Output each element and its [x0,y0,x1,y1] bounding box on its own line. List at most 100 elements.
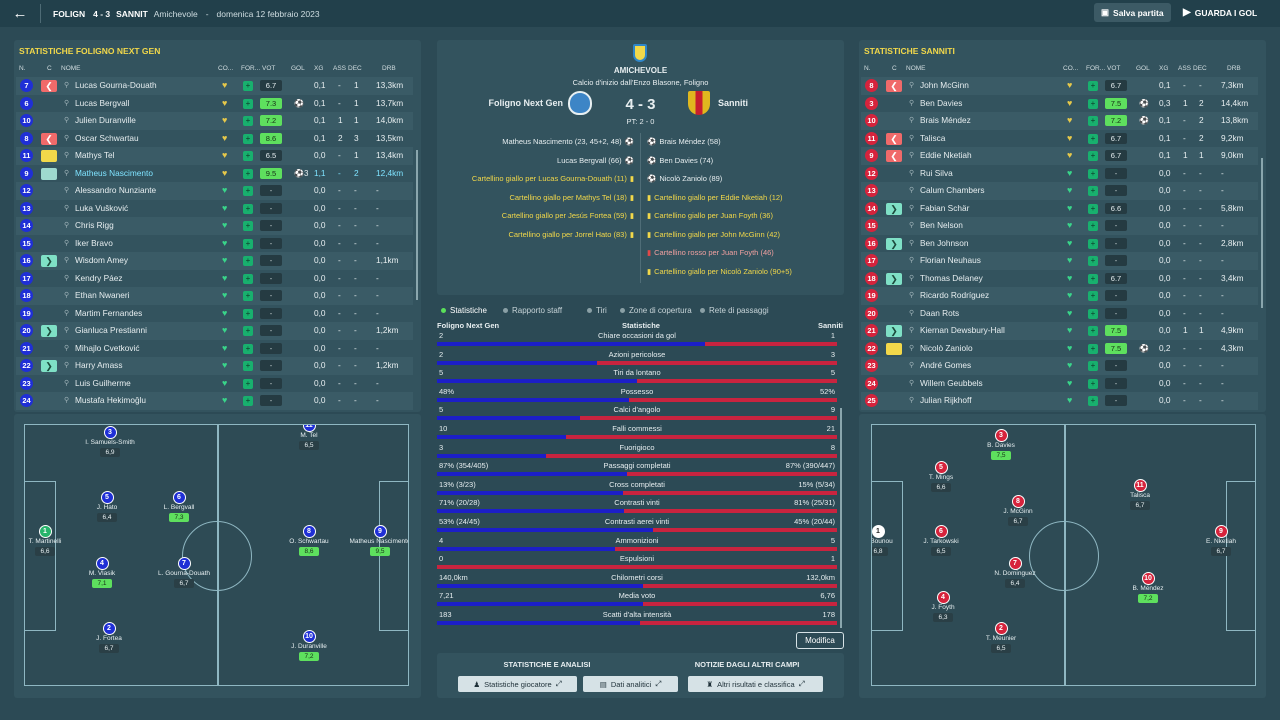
column-header-form[interactable]: FOR... [1086,65,1106,72]
player-row[interactable]: 20 ❯ ⚲ Gianluca Prestianni ♥ + -0,0- -1,2km [16,322,413,340]
player-name[interactable]: Luis Guilherme [75,377,131,388]
column-header-gol[interactable]: GOL [1136,65,1150,72]
other-results-button[interactable]: ♜ Altri risultati e classifica ⤢ [688,676,823,692]
player-name[interactable]: Harry Amass [75,360,123,370]
column-header-xg[interactable]: XG [1159,65,1169,72]
match-event[interactable]: Lucas Bergvall (66) ⚽ [437,152,637,170]
player-name[interactable]: Eddie Nketiah [920,150,972,160]
pitch-player[interactable]: 1 T. Martinelli 6,6 [25,525,77,556]
tab-rapporto-staff[interactable]: Rapporto staff [503,306,562,315]
player-name[interactable]: Rui Silva [920,167,953,178]
pitch-player[interactable]: 5 J. Hato 6,4 [75,491,139,522]
pin-icon[interactable]: ⚲ [909,152,915,159]
player-row[interactable]: 6 ⚲ Lucas Bergvall ♥ +7.3 ⚽ 0,1 - 1 13,7km [16,95,413,113]
player-name[interactable]: Calum Chambers [920,185,985,195]
tab-tiri[interactable]: Tiri [587,306,607,315]
pitch-player[interactable]: 2 T. Meunier 6,5 [969,622,1033,653]
player-row[interactable]: 9 ❮ ⚲ Eddie Nketiah ♥ +6.7 0,1 1 1 9,0km [861,147,1258,165]
player-name[interactable]: Ricardo Rodríguez [920,290,990,300]
player-name[interactable]: Ben Davies [920,97,963,108]
player-name[interactable]: Mathys Tel [75,150,115,160]
column-header-co[interactable]: CO... [218,65,234,72]
tab-rete-di-passaggi[interactable]: Rete di passaggi [700,306,769,315]
player-row[interactable]: 21 ❯ ⚲ Kiernan Dewsbury-Hall ♥ +7.5 0,0 1 1 4,9km [861,322,1258,340]
pin-icon[interactable]: ⚲ [64,379,70,387]
player-row[interactable]: 16 ❯ ⚲ Ben Johnson ♥ + -0,0- -2,8km [861,235,1258,253]
column-header-vot[interactable]: VOT [262,65,276,72]
match-event[interactable]: ▮ Cartellino giallo per John McGinn (42) [644,226,844,244]
column-header-dec[interactable]: DEC [1193,65,1207,72]
pin-icon[interactable]: ⚲ [909,344,915,352]
player-row[interactable]: 17 ⚲ Kendry Páez ♥ + -0,0- - - [16,270,413,288]
player-row[interactable]: 3 ⚲ Ben Davies ♥ +7.5 ⚽ 0,3 1 2 14,4km [861,95,1258,113]
modify-button[interactable]: Modifica [796,632,844,649]
match-event[interactable]: Cartellino giallo per Mathys Tel (18) ▮ [437,189,637,207]
stats-scrollbar[interactable] [840,408,842,628]
player-row[interactable]: 13 ⚲ Calum Chambers ♥ + -0,0- - - [861,182,1258,200]
column-header-dec[interactable]: DEC [348,65,362,72]
pin-icon[interactable]: ⚲ [909,117,915,124]
player-row[interactable]: 11 ❮ ⚲ Talisca ♥ +6.7 0,1 - 2 9,2km [861,130,1258,148]
player-name[interactable]: Ben Nelson [920,220,963,230]
pin-icon[interactable]: ⚲ [64,204,70,212]
pin-icon[interactable]: ⚲ [64,327,70,334]
pin-icon[interactable]: ⚲ [64,292,70,299]
pitch-player[interactable]: 3 B. Davies 7,5 [969,429,1033,460]
match-event[interactable]: ▮ Cartellino giallo per Nicolò Zaniolo (9… [644,263,844,281]
column-header-xg[interactable]: XG [314,65,324,72]
column-header-drb[interactable]: DRB [1227,65,1241,72]
player-name[interactable]: Chris Rigg [75,220,114,230]
pitch-player[interactable]: 8 J. McGinn 6,7 [986,495,1050,526]
scrollbar[interactable] [416,150,418,300]
pitch-player[interactable]: 5 T. Mings 6,6 [909,461,973,492]
match-event[interactable]: ▮ Cartellino giallo per Eddie Nketiah (12… [644,189,844,207]
player-row[interactable]: 24 ⚲ Mustafa Hekimoğlu ♥ + -0,0- - - [16,392,413,410]
player-row[interactable]: 20 ⚲ Daan Rots ♥ + -0,0- - - [861,305,1258,323]
column-header-form[interactable]: FOR... [241,65,261,72]
player-row[interactable]: 8 ❮ ⚲ John McGinn ♥ +6.7 0,1 - - 7,3km [861,77,1258,95]
pitch-player[interactable]: 4 J. Foyth 6,3 [911,591,975,622]
player-name[interactable]: Florian Neuhaus [920,255,981,265]
pin-icon[interactable]: ⚲ [909,187,915,194]
match-event[interactable]: ⚽ Ben Davies (74) [644,152,844,170]
player-name[interactable]: Willem Geubbels [920,377,983,388]
pitch-player[interactable]: 4 M. Vlasik 7,1 [70,557,134,588]
player-row[interactable]: 23 ⚲ Luis Guilherme ♥ + -0,0- - - [16,375,413,393]
pin-icon[interactable]: ⚲ [64,257,70,264]
player-name[interactable]: Wisdom Amey [75,255,129,265]
pin-icon[interactable]: ⚲ [909,204,915,212]
pitch-player[interactable]: 7 N. Dominguez 6,4 [983,557,1047,588]
player-row[interactable]: 9 ⚲ Matheus Nascimento ♥ +9.5 ⚽3 1,1 - 2 12,4km [16,165,413,183]
match-event[interactable]: ▮ Cartellino rosso per Juan Foyth (46) [644,244,844,262]
player-name[interactable]: Ethan Nwaneri [75,290,130,300]
player-row[interactable]: 10 ⚲ Brais Méndez ♥ +7.2 ⚽ 0,1 - 2 13,8km [861,112,1258,130]
player-row[interactable]: 15 ⚲ Iker Bravo ♥ + -0,0- - - [16,235,413,253]
pin-icon[interactable]: ⚲ [64,117,70,124]
pitch-player[interactable]: 10 B. Méndez 7,2 [1116,572,1180,603]
player-name[interactable]: Nicolò Zaniolo [920,342,973,353]
match-event[interactable]: ⚽ Brais Méndez (58) [644,133,844,151]
pin-icon[interactable]: ⚲ [909,397,915,404]
pitch-player[interactable]: 8 O. Schwartau 8,6 [277,525,341,556]
pin-icon[interactable]: ⚲ [909,222,915,229]
player-row[interactable]: 14 ❯ ⚲ Fabian Schär ♥ +6.6 0,0 - - 5,8km [861,200,1258,218]
player-row[interactable]: 25 ⚲ Julian Rijkhoff ♥ + -0,0- - - [861,392,1258,410]
pin-icon[interactable]: ⚲ [909,292,915,299]
player-row[interactable]: 21 ⚲ Mihajlo Cvetković ♥ + -0,0- - - [16,340,413,358]
player-name[interactable]: Mihajlo Cvetković [75,342,140,353]
pin-icon[interactable]: ⚲ [64,344,70,352]
pin-icon[interactable]: ⚲ [64,309,70,317]
pin-icon[interactable]: ⚲ [909,379,915,387]
player-name[interactable]: Lucas Gourna-Douath [75,80,157,90]
player-row[interactable]: 14 ⚲ Chris Rigg ♥ + -0,0- - - [16,217,413,235]
player-name[interactable]: Talisca [920,132,946,143]
player-row[interactable]: 18 ⚲ Ethan Nwaneri ♥ + -0,0- - - [16,287,413,305]
pin-icon[interactable]: ⚲ [909,239,915,247]
player-name[interactable]: Julian Rijkhoff [920,395,972,405]
player-stats-button[interactable]: ♟ Statistiche giocatore ⤢ [458,676,577,692]
pitch-player[interactable]: 9 Matheus Nascimento 9,5 [348,525,408,556]
pitch-player[interactable]: 6 J. Tarkowski 6,5 [909,525,973,556]
pin-icon[interactable]: ⚲ [64,82,70,89]
pin-icon[interactable]: ⚲ [909,169,915,177]
player-name[interactable]: Lucas Bergvall [75,97,130,108]
